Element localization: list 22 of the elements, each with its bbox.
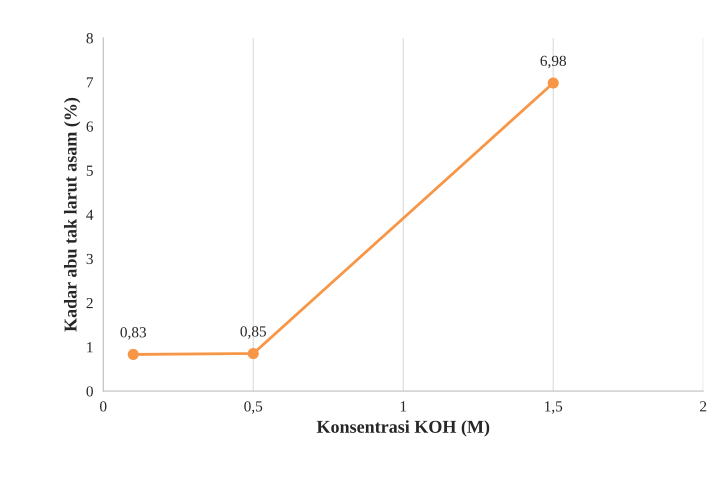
x-tick-label: 1 bbox=[400, 401, 406, 412]
y-tick-label: 1 bbox=[87, 342, 93, 352]
x-axis-title: Konsentrasi KOH (M) bbox=[316, 420, 490, 437]
y-tick-label: 7 bbox=[86, 77, 94, 88]
y-tick-label: 4 bbox=[86, 210, 94, 220]
point bbox=[128, 348, 139, 360]
y-tick-label: 6 bbox=[86, 121, 94, 132]
data-label: 0,85 bbox=[240, 326, 266, 339]
y-axis-title: Kadar abu tak larut asam (%) bbox=[64, 98, 80, 332]
data-label: 6,98 bbox=[540, 56, 566, 68]
y-tick-label: 8 bbox=[86, 33, 93, 44]
point bbox=[548, 77, 559, 89]
y-tick-label: 3 bbox=[86, 254, 93, 264]
x-tick-label: 0,5 bbox=[244, 401, 262, 414]
x-tick-label: 2 bbox=[700, 401, 706, 412]
y-tick-label: 5 bbox=[86, 166, 93, 176]
y-tick-label: 0 bbox=[86, 386, 93, 397]
data-label: 0,83 bbox=[120, 327, 146, 340]
point bbox=[248, 348, 259, 360]
x-tick-label: 0 bbox=[100, 401, 106, 412]
y-tick-label: 2 bbox=[86, 298, 93, 308]
x-tick-label: 1,5 bbox=[545, 401, 562, 414]
